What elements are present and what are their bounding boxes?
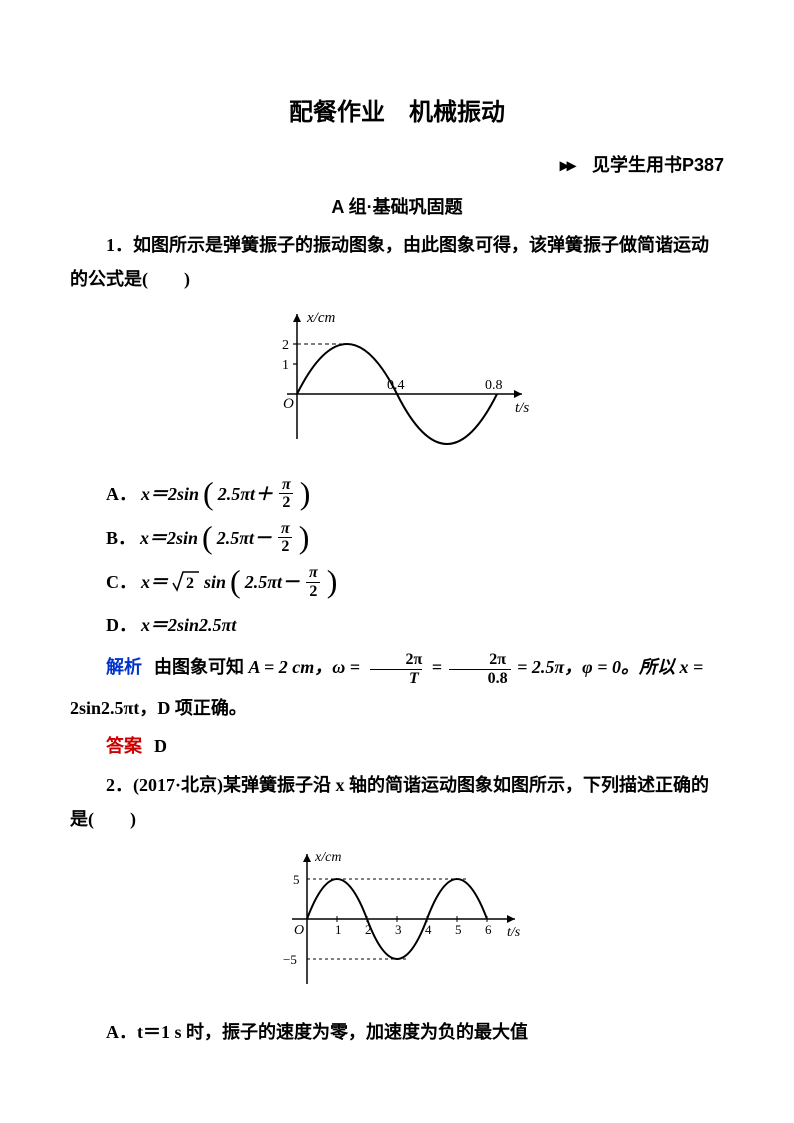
q2-ytick-pos: 5 <box>293 872 300 887</box>
q1-number: 1． <box>106 235 133 255</box>
q2-stem: 2．(2017·北京)某弹簧振子沿 x 轴的简谐运动图象如图所示，下列描述正确的… <box>70 768 724 836</box>
analysis-frac1: 2π T <box>367 651 426 687</box>
q1-option-b: B． x＝2sin ( 2.5πt－ π 2 ) <box>106 520 724 556</box>
q2-xlabel: t/s <box>507 925 521 940</box>
sqrt-icon: 2 <box>172 565 200 599</box>
frac-den: 2 <box>306 582 320 601</box>
q2-number: 2． <box>106 775 133 795</box>
q2-xt5: 5 <box>455 922 462 937</box>
frac-num: π <box>306 564 321 582</box>
q1-option-a: A． x＝2sin ( 2.5πt＋ π 2 ) <box>106 476 724 512</box>
q2-optA-label: A． <box>106 1022 137 1042</box>
q1-text: 如图所示是弹簧振子的振动图象，由此图象可得，该弹簧振子做简谐运动的公式是( ) <box>70 235 709 289</box>
q1-ytick2: 2 <box>282 338 289 353</box>
q1-optA-left: x＝2sin <box>141 477 199 511</box>
q2-xt3: 3 <box>395 922 402 937</box>
rparen-icon: ) <box>299 525 310 551</box>
frac-den: 2 <box>278 537 292 556</box>
frac-den: 0.8 <box>449 669 511 688</box>
q2-ylabel: x/cm <box>314 850 341 865</box>
q1-optB-left: x＝2sin <box>140 521 198 555</box>
q2-figure: x/cm t/s O 5 −5 1 2 3 4 5 6 <box>70 844 724 1005</box>
lparen-icon: ( <box>202 525 213 551</box>
page-title: 配餐作业 机械振动 <box>70 90 724 136</box>
rparen-icon: ) <box>300 481 311 507</box>
answer-value: D <box>154 736 167 756</box>
answer-label: 答案 <box>106 736 142 756</box>
analysis-A: A = 2 cm， <box>249 657 333 677</box>
q1-optD-expr: x＝2sin2.5πt <box>141 608 236 642</box>
q1-optC-post: sin <box>204 565 226 599</box>
q2-option-a: A．t＝1 s 时，振子的速度为零，加速度为负的最大值 <box>70 1015 724 1049</box>
q1-optA-frac: π 2 <box>279 476 294 512</box>
q1-optC-label: C． <box>106 565 137 599</box>
frac-num: 2π <box>450 651 509 669</box>
page-content: 配餐作业 机械振动 ▸▸ 见学生用书P387 A 组·基础巩固题 1．如图所示是… <box>0 0 794 1093</box>
q2-source: (2017·北京) <box>133 775 223 795</box>
q1-optB-inner: 2.5πt－ <box>217 521 272 555</box>
analysis-omega: ω = <box>332 657 360 677</box>
analysis-t2: = 2.5π，φ = 0。所以 x = <box>517 657 703 677</box>
frac-num: 2π <box>367 651 426 669</box>
q1-option-c: C． x＝ 2 sin ( 2.5πt－ π 2 ) <box>106 564 724 600</box>
frac-den: T <box>370 669 422 688</box>
analysis-t1: 由图象可知 <box>154 657 244 677</box>
lparen-icon: ( <box>203 481 214 507</box>
q2-chart: x/cm t/s O 5 −5 1 2 3 4 5 6 <box>267 844 527 994</box>
q1-optB-frac: π 2 <box>278 520 293 556</box>
q1-optC-frac: π 2 <box>306 564 321 600</box>
q1-origin: O <box>283 396 294 412</box>
q2-ytick-neg: −5 <box>283 952 297 967</box>
q1-optA-inner: 2.5πt＋ <box>218 477 273 511</box>
q2-optA-text: t＝1 s 时，振子的速度为零，加速度为负的最大值 <box>137 1022 528 1042</box>
q1-option-d: D． x＝2sin2.5πt <box>106 608 724 642</box>
q1-chart: x/cm t/s O 1 2 0.4 0.8 <box>257 304 537 454</box>
q2-xt6: 6 <box>485 922 492 937</box>
frac-den: 2 <box>279 493 293 512</box>
frac-num: π <box>278 520 293 538</box>
q1-ylabel: x/cm <box>306 310 335 326</box>
q2-origin: O <box>294 923 304 938</box>
analysis-t3: 2sin2.5πt，D 项正确。 <box>70 698 247 718</box>
q1-answer: 答案 D <box>70 729 724 763</box>
sqrt-val: 2 <box>186 575 194 592</box>
reference-text: 见学生用书P387 <box>592 155 724 175</box>
q1-figure: x/cm t/s O 1 2 0.4 0.8 <box>70 304 724 465</box>
q1-analysis: 解析由图象可知 A = 2 cm，ω = 2π T = 2π 0.8 = 2.5… <box>70 650 724 687</box>
q1-optA-label: A． <box>106 477 137 511</box>
analysis-eq: = <box>432 657 447 677</box>
analysis-label: 解析 <box>106 657 142 677</box>
q1-xtick2: 0.8 <box>485 378 503 393</box>
q1-ytick1: 1 <box>282 358 289 373</box>
section-a-label: A 组·基础巩固题 <box>70 190 724 224</box>
q1-optB-label: B． <box>106 521 136 555</box>
lparen-icon: ( <box>230 569 241 595</box>
q2-xt1: 1 <box>335 922 342 937</box>
q1-xlabel: t/s <box>515 400 529 416</box>
q1-stem: 1．如图所示是弹簧振子的振动图象，由此图象可得，该弹簧振子做简谐运动的公式是( … <box>70 228 724 296</box>
frac-num: π <box>279 476 294 494</box>
rparen-icon: ) <box>327 569 338 595</box>
analysis-frac2: 2π 0.8 <box>449 651 511 687</box>
q1-analysis-cont: 2sin2.5πt，D 项正确。 <box>70 691 724 725</box>
q2-xt4: 4 <box>425 922 432 937</box>
arrow-icon: ▸▸ <box>560 155 574 175</box>
q1-optC-pre: x＝ <box>141 565 168 599</box>
q1-optD-label: D． <box>106 608 137 642</box>
reference-line: ▸▸ 见学生用书P387 <box>70 148 724 182</box>
q1-optC-inner: 2.5πt－ <box>245 565 300 599</box>
